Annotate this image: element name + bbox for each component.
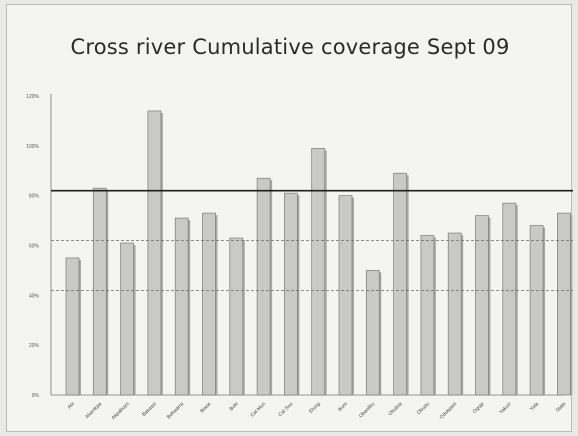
bar: [529, 225, 544, 396]
bar: [502, 202, 517, 396]
bar-side: [79, 259, 81, 395]
bar-side: [160, 112, 163, 395]
bar: [338, 195, 353, 396]
bar-side: [242, 240, 245, 395]
y-tick-label: 120%: [26, 94, 39, 100]
bar-side: [515, 205, 518, 395]
bar: [393, 172, 407, 396]
bar: [284, 192, 298, 396]
bar: [311, 147, 326, 396]
slide-frame: Cross river Cumulative coverage Sept 09 …: [6, 4, 573, 432]
y-tick-label: 100%: [26, 144, 39, 150]
bar: [447, 232, 462, 396]
y-tick-label: 60%: [29, 244, 40, 250]
bar-side: [488, 217, 491, 395]
x-tick-label: State: [555, 401, 568, 414]
x-tick-label: Yala: [529, 401, 540, 412]
y-tick-label: 40%: [29, 293, 40, 299]
x-tick-label: Bakassi: [141, 401, 158, 418]
y-tick-label: 20%: [29, 343, 40, 349]
x-tick-label: Obubra: [387, 401, 403, 417]
bar-side: [106, 190, 109, 395]
x-tick-label: Etung: [308, 401, 322, 415]
x-tick-label: Abi: [67, 401, 76, 410]
bar: [365, 270, 380, 396]
bar: [120, 242, 134, 396]
bar: [256, 177, 271, 396]
bar-chart: 0% 20% 40% 60% 80% 100% 120% Abi Akamkpa Akpabuyo…: [26, 94, 573, 421]
bar: [557, 212, 571, 396]
x-tick-label: Akpabuyo: [111, 401, 131, 421]
x-tick-label: Obanliku: [358, 401, 376, 419]
y-tick-label: 80%: [29, 194, 40, 200]
bar-side: [215, 215, 218, 395]
bar: [92, 187, 107, 396]
bar: [174, 217, 189, 396]
bar-side: [379, 272, 382, 395]
bar: [420, 235, 435, 396]
bar-side: [133, 245, 136, 395]
x-tick-label: Cal Sou: [277, 401, 294, 418]
bar: [475, 215, 489, 396]
x-tick-label: Biase: [199, 401, 212, 414]
bar-side: [188, 220, 191, 395]
bar-side: [406, 175, 409, 395]
bar: [202, 212, 216, 396]
x-tick-label: Ogoja: [472, 401, 486, 415]
bar-side: [352, 197, 354, 395]
x-tick-label: Bekwarra: [166, 401, 185, 420]
x-tick-label: Odukpani: [439, 401, 458, 420]
bar-side: [297, 195, 300, 395]
bar-side: [270, 180, 273, 395]
bar-side: [461, 235, 464, 395]
bar-side: [324, 150, 327, 395]
y-tick-label: 0%: [32, 393, 40, 399]
bar-side: [433, 237, 436, 395]
bar-side: [543, 227, 546, 395]
bar: [147, 110, 162, 396]
x-tick-label: Akamkpa: [84, 401, 103, 420]
chart-title: Cross river Cumulative coverage Sept 09: [70, 35, 510, 59]
bar: [65, 257, 80, 396]
bar-side: [570, 215, 573, 395]
x-tick-label: Ikom: [337, 401, 349, 413]
x-tick-label: Boki: [229, 401, 240, 412]
x-tick-label: Obudu: [416, 401, 431, 416]
x-tick-label: Yakurr: [498, 401, 513, 416]
x-tick-label: Cal Mun: [250, 401, 268, 419]
bar: [229, 237, 244, 396]
